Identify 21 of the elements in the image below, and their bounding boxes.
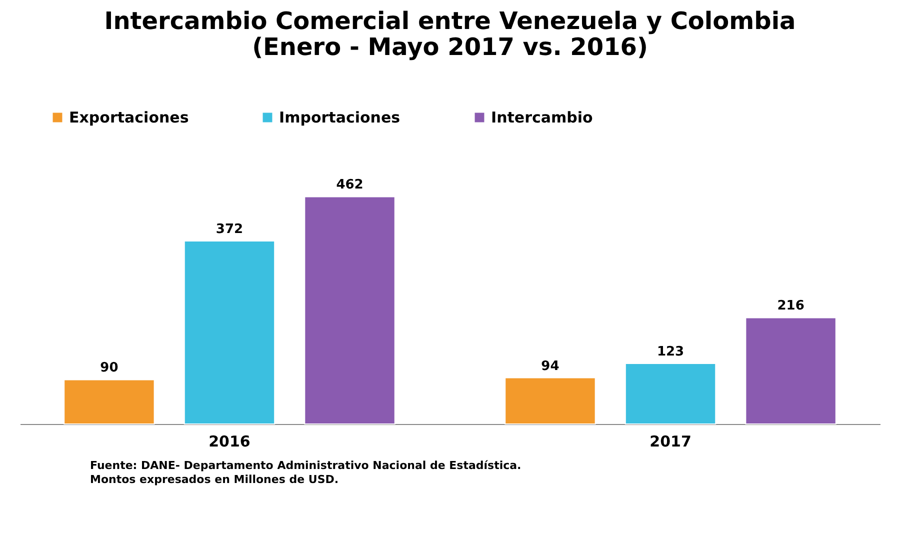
bar [745, 317, 836, 424]
data-label: 94 [541, 358, 560, 374]
data-label: 90 [100, 360, 118, 376]
text: (Enero - Mayo 2017 vs. 2016) [252, 33, 648, 61]
bar [304, 196, 396, 424]
text: Intercambio Comercial entre Venezuela y Colombia [104, 7, 796, 35]
legend-label: Importaciones [279, 108, 400, 127]
x-tick-label: 2017 [650, 432, 692, 450]
data-label: 462 [336, 178, 364, 193]
data-label: 372 [216, 222, 244, 237]
bar [64, 379, 155, 424]
legend-label: Exportaciones [69, 108, 189, 127]
data-label: 216 [777, 298, 804, 314]
x-tick-label: 2016 [208, 432, 250, 450]
data-label: 123 [656, 344, 684, 360]
source-note: Fuente: DANE- Departamento Administrativo Nacional de Estadística. [90, 459, 522, 472]
bar [184, 240, 276, 424]
bar [624, 362, 716, 424]
bar [504, 377, 596, 424]
legend-label: Intercambio [491, 108, 593, 127]
text: Montos expresados en Millones de USD. [90, 473, 339, 486]
